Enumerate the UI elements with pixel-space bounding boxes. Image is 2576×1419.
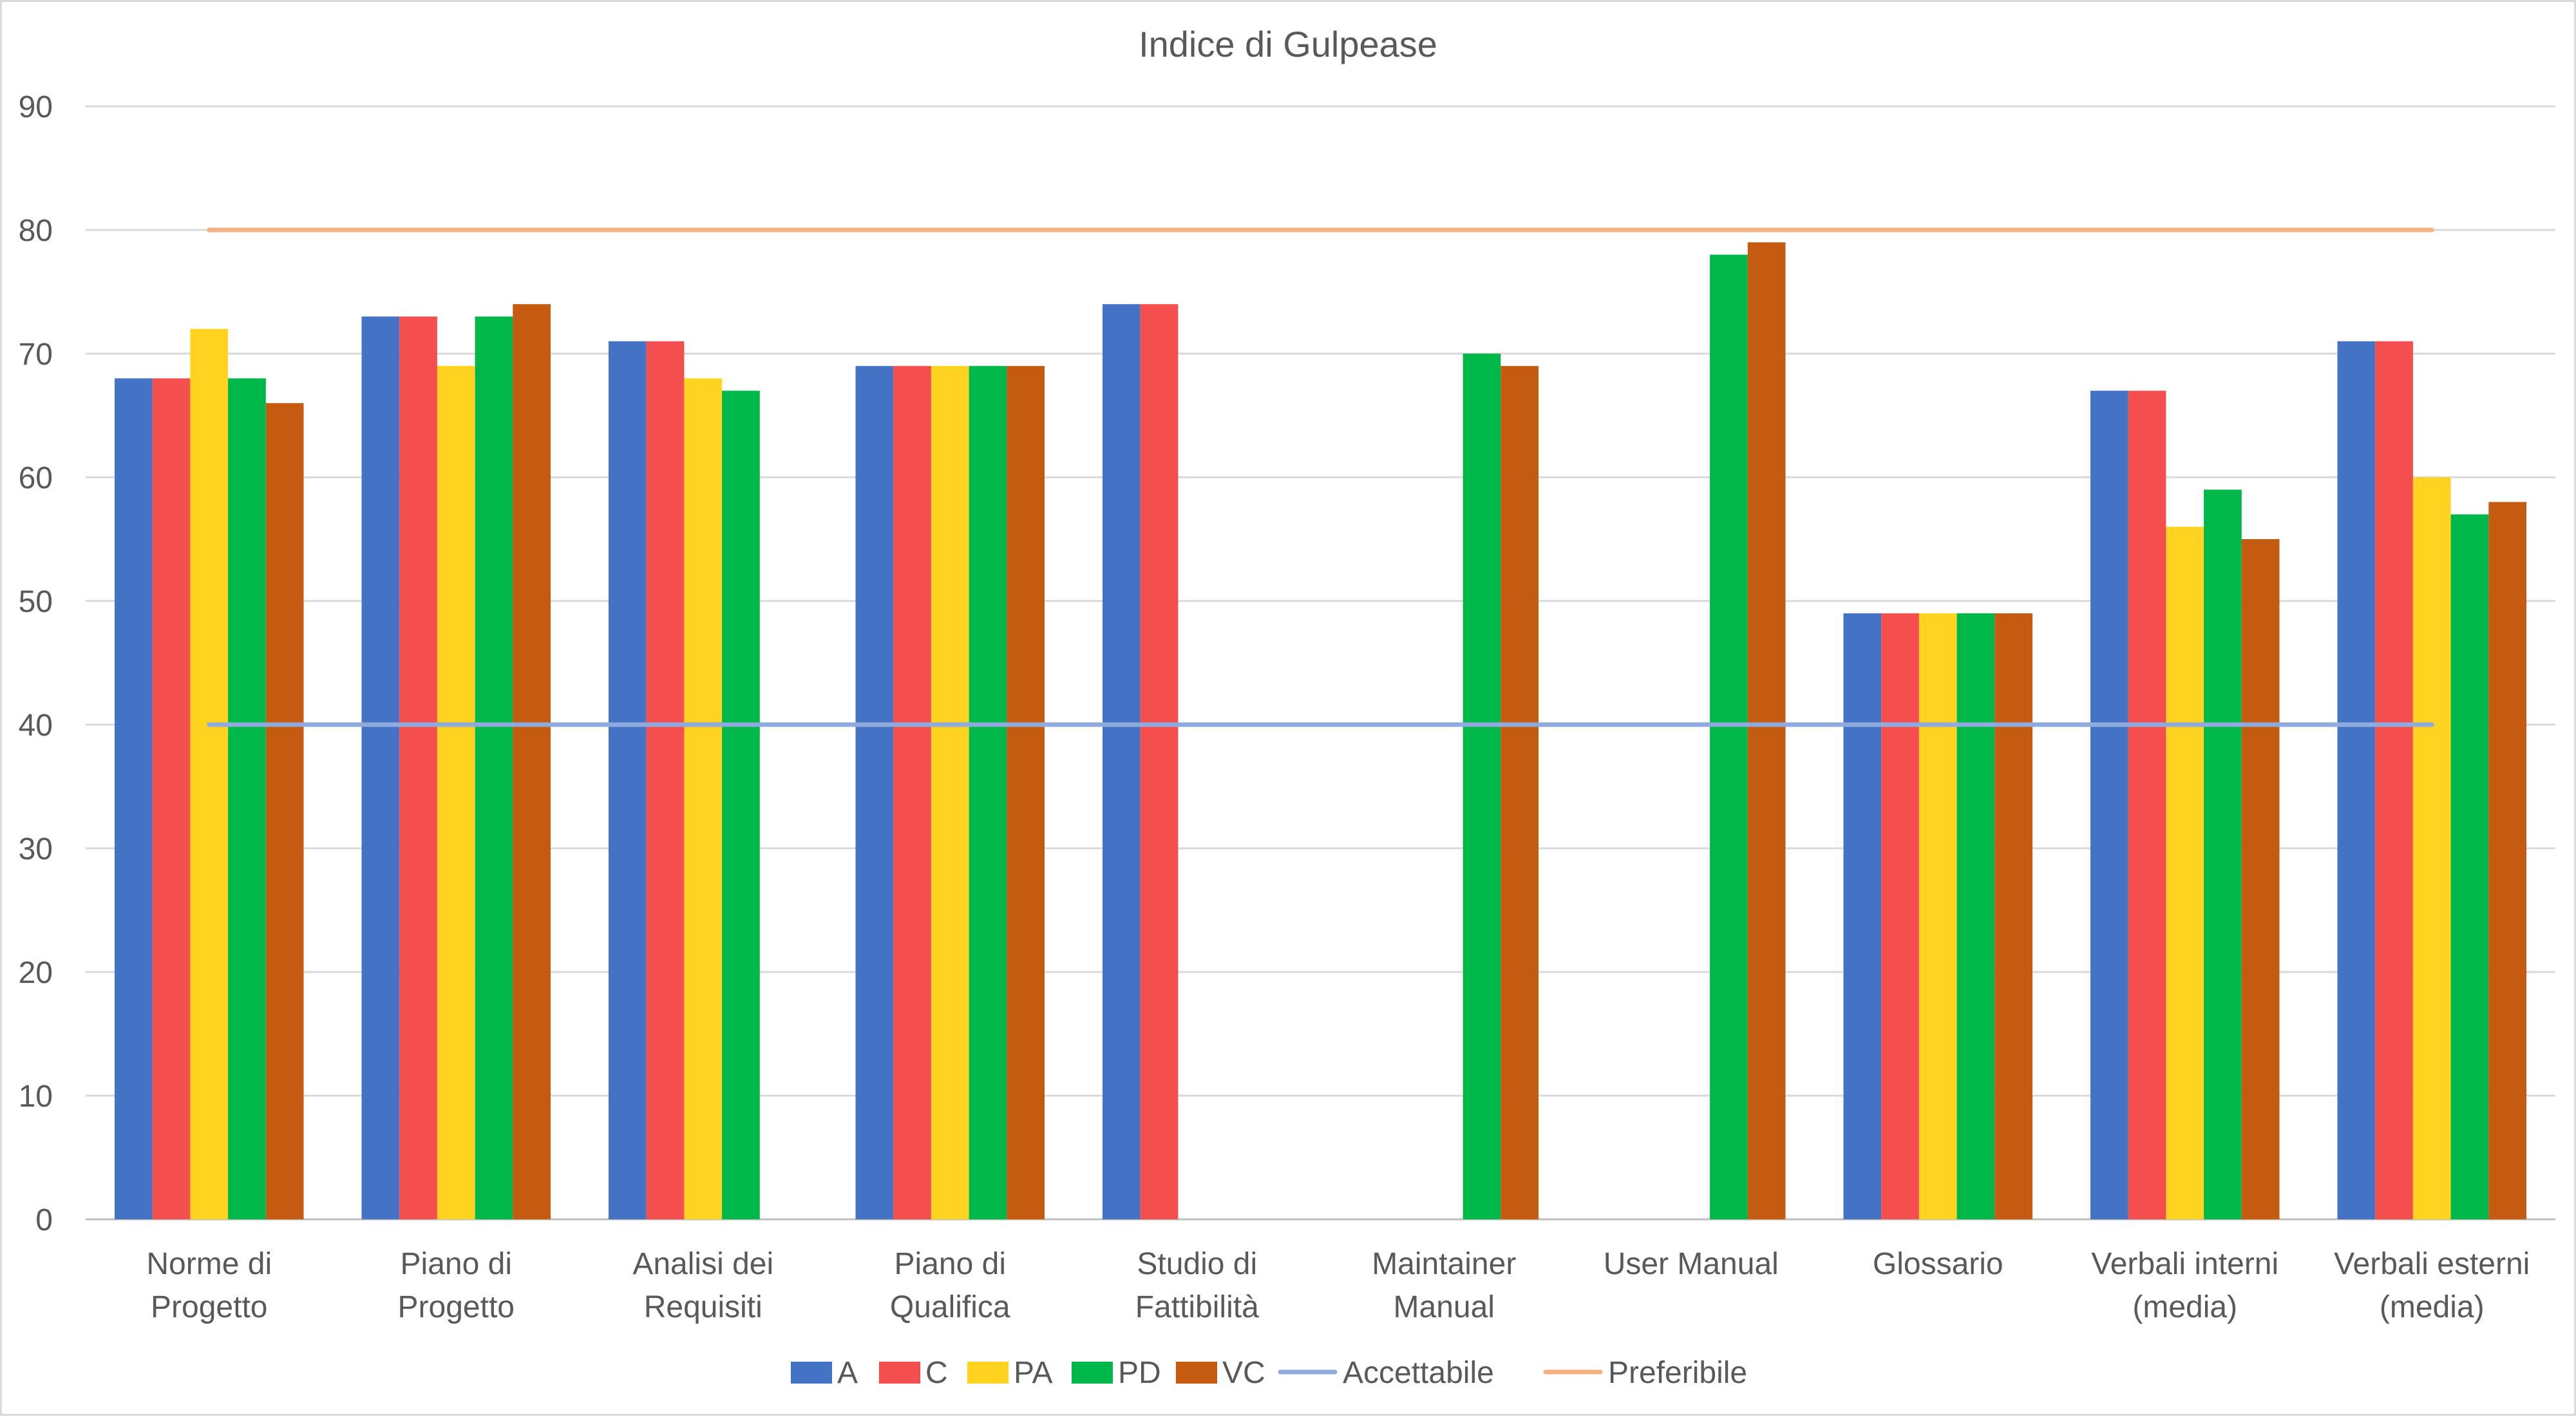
bar-vc-7 [1747, 242, 1786, 1220]
legend-label-a: A [837, 1356, 858, 1390]
bar-vc-6 [1501, 366, 1539, 1220]
bar-a-3 [609, 341, 647, 1219]
x-tick-label-line: Progetto [398, 1290, 515, 1324]
bar-pa-4 [931, 366, 969, 1220]
bar-pd-8 [1956, 613, 1995, 1219]
bar-c-9 [2128, 390, 2166, 1219]
legend-swatch-pd [1072, 1362, 1113, 1384]
bar-pa-1 [190, 329, 229, 1220]
bar-c-3 [646, 341, 685, 1219]
bar-pa-10 [2412, 477, 2451, 1219]
y-tick-label: 30 [19, 832, 53, 866]
bar-pa-8 [1918, 613, 1957, 1219]
x-tick-label-line: Piano di [401, 1247, 512, 1281]
x-tick-label-line: Norme di [146, 1247, 272, 1281]
bar-vc-10 [2488, 502, 2526, 1219]
x-tick-label: Verbali interni (media) [2091, 1247, 2278, 1324]
bar-pd-10 [2450, 514, 2489, 1219]
x-tick-label-line: (media) [2380, 1290, 2485, 1324]
x-tick-label-line: Fattibilità [1135, 1290, 1259, 1324]
bar-pd-4 [969, 366, 1007, 1220]
x-tick-label: Norme di Progetto [146, 1247, 272, 1324]
x-tick-label-line: Maintainer [1372, 1247, 1516, 1281]
legend-swatch-pa [967, 1362, 1009, 1384]
x-tick-label-line: Analisi dei [632, 1247, 773, 1281]
x-tick-label: Verbali esterni (media) [2334, 1247, 2530, 1324]
legend-label-pa: PA [1014, 1356, 1052, 1390]
y-tick-label: 70 [19, 338, 53, 372]
x-tick-label-line: Qualifica [890, 1290, 1010, 1324]
y-tick-label: 90 [19, 90, 53, 124]
x-tick-label: Piano di Qualifica [890, 1247, 1010, 1324]
bar-c-8 [1881, 613, 1919, 1219]
y-tick-label: 40 [19, 709, 53, 743]
bars [115, 242, 2526, 1220]
bar-pd-1 [228, 378, 266, 1219]
legend: A C PA PD VC Accettabile Preferibile [791, 1356, 1747, 1390]
legend-swatch-a [791, 1362, 832, 1384]
bar-a-4 [855, 366, 894, 1220]
bar-vc-4 [1007, 366, 1045, 1220]
bar-vc-1 [265, 403, 304, 1219]
x-tick-label-line: Piano di [895, 1247, 1006, 1281]
x-tick-label-line: Studio di [1137, 1247, 1257, 1281]
bar-a-9 [2090, 390, 2128, 1219]
x-tick-label: Maintainer Manual [1372, 1247, 1516, 1324]
y-tick-label: 80 [19, 214, 53, 248]
bar-c-4 [893, 366, 931, 1220]
x-tick-label-line: User Manual [1604, 1247, 1779, 1281]
legend-label-preferibile: Preferibile [1608, 1356, 1747, 1390]
bar-vc-9 [2241, 539, 2280, 1219]
y-tick-label: 0 [35, 1203, 53, 1237]
bar-pd-3 [722, 390, 760, 1219]
bar-pa-2 [437, 366, 475, 1220]
x-tick-label: Studio di Fattibilità [1135, 1247, 1259, 1324]
x-tick-label-line: Verbali interni [2091, 1247, 2278, 1281]
x-axis-category-labels: Norme di Progetto Piano di Progetto Analisi … [146, 1247, 2530, 1324]
x-tick-label-line: Requisiti [644, 1290, 762, 1324]
legend-swatch-vc [1176, 1362, 1217, 1384]
x-tick-label-line: Glossario [1873, 1247, 2003, 1281]
bar-c-1 [152, 378, 191, 1219]
bar-c-10 [2375, 341, 2413, 1219]
legend-label-vc: VC [1222, 1356, 1265, 1390]
x-tick-label: Analisi dei Requisiti [632, 1247, 773, 1324]
y-tick-label: 10 [19, 1080, 53, 1114]
x-tick-label: Glossario [1873, 1247, 2003, 1281]
x-tick-label: Piano di Progetto [398, 1247, 515, 1324]
bar-a-8 [1843, 613, 1882, 1219]
bar-a-5 [1103, 304, 1141, 1220]
x-tick-label-line: Manual [1394, 1290, 1495, 1324]
y-axis-tick-labels: 0 10 20 30 40 50 60 70 80 90 [19, 90, 53, 1237]
reference-lines [207, 227, 2434, 727]
bar-pd-6 [1463, 354, 1501, 1219]
bar-pd-2 [475, 316, 513, 1219]
y-tick-label: 60 [19, 461, 53, 495]
bar-pd-7 [1710, 254, 1748, 1219]
bar-pa-3 [684, 378, 723, 1219]
bar-vc-2 [513, 304, 551, 1220]
bar-a-10 [2337, 341, 2376, 1219]
legend-label-accettabile: Accettabile [1343, 1356, 1494, 1390]
legend-label-pd: PD [1118, 1356, 1161, 1390]
bar-a-2 [361, 316, 400, 1219]
x-tick-label-line: (media) [2132, 1290, 2237, 1324]
legend-label-c: C [925, 1356, 948, 1390]
bar-a-1 [115, 378, 153, 1219]
bar-c-5 [1140, 304, 1179, 1220]
y-tick-label: 50 [19, 585, 53, 619]
x-tick-label-line: Progetto [151, 1290, 267, 1324]
bar-pd-9 [2204, 490, 2242, 1220]
x-tick-label-line: Verbali esterni [2334, 1247, 2530, 1281]
x-tick-label: User Manual [1604, 1247, 1779, 1281]
legend-swatch-c [879, 1362, 920, 1384]
bar-c-2 [399, 316, 437, 1219]
bar-pa-9 [2166, 526, 2204, 1219]
chart-title: Indice di Gulpease [1139, 24, 1437, 64]
bar-vc-8 [1994, 613, 2032, 1219]
y-tick-label: 20 [19, 956, 53, 990]
